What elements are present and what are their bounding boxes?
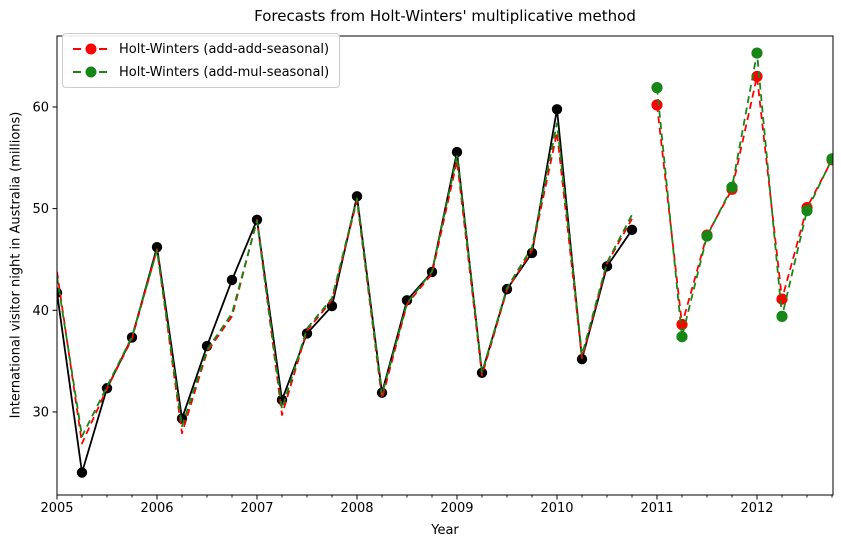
- svg-text:50: 50: [32, 202, 49, 217]
- svg-text:2010: 2010: [540, 501, 573, 516]
- legend-label: Holt-Winters (add-mul-seasonal): [119, 64, 330, 80]
- svg-text:2012: 2012: [740, 501, 773, 516]
- red-dashed-marker-icon: [73, 43, 109, 55]
- x-axis-label: Year: [431, 523, 459, 538]
- svg-text:30: 30: [32, 405, 49, 420]
- svg-text:2007: 2007: [240, 501, 273, 516]
- svg-text:40: 40: [32, 304, 49, 319]
- legend-label: Holt-Winters (add-add-seasonal): [119, 41, 330, 57]
- green-dashed-marker-icon: [73, 66, 109, 78]
- legend: Holt-Winters (add-add-seasonal) Holt-Win…: [62, 33, 341, 88]
- svg-text:2005: 2005: [40, 501, 73, 516]
- svg-text:2006: 2006: [140, 501, 173, 516]
- svg-text:2011: 2011: [640, 501, 673, 516]
- chart-title: Forecasts from Holt-Winters' multiplicat…: [254, 7, 636, 25]
- svg-text:2009: 2009: [440, 501, 473, 516]
- svg-text:2008: 2008: [340, 501, 373, 516]
- legend-row-add-mul: Holt-Winters (add-mul-seasonal): [71, 62, 329, 82]
- legend-row-add-add: Holt-Winters (add-add-seasonal): [71, 39, 329, 59]
- svg-text:60: 60: [32, 101, 49, 116]
